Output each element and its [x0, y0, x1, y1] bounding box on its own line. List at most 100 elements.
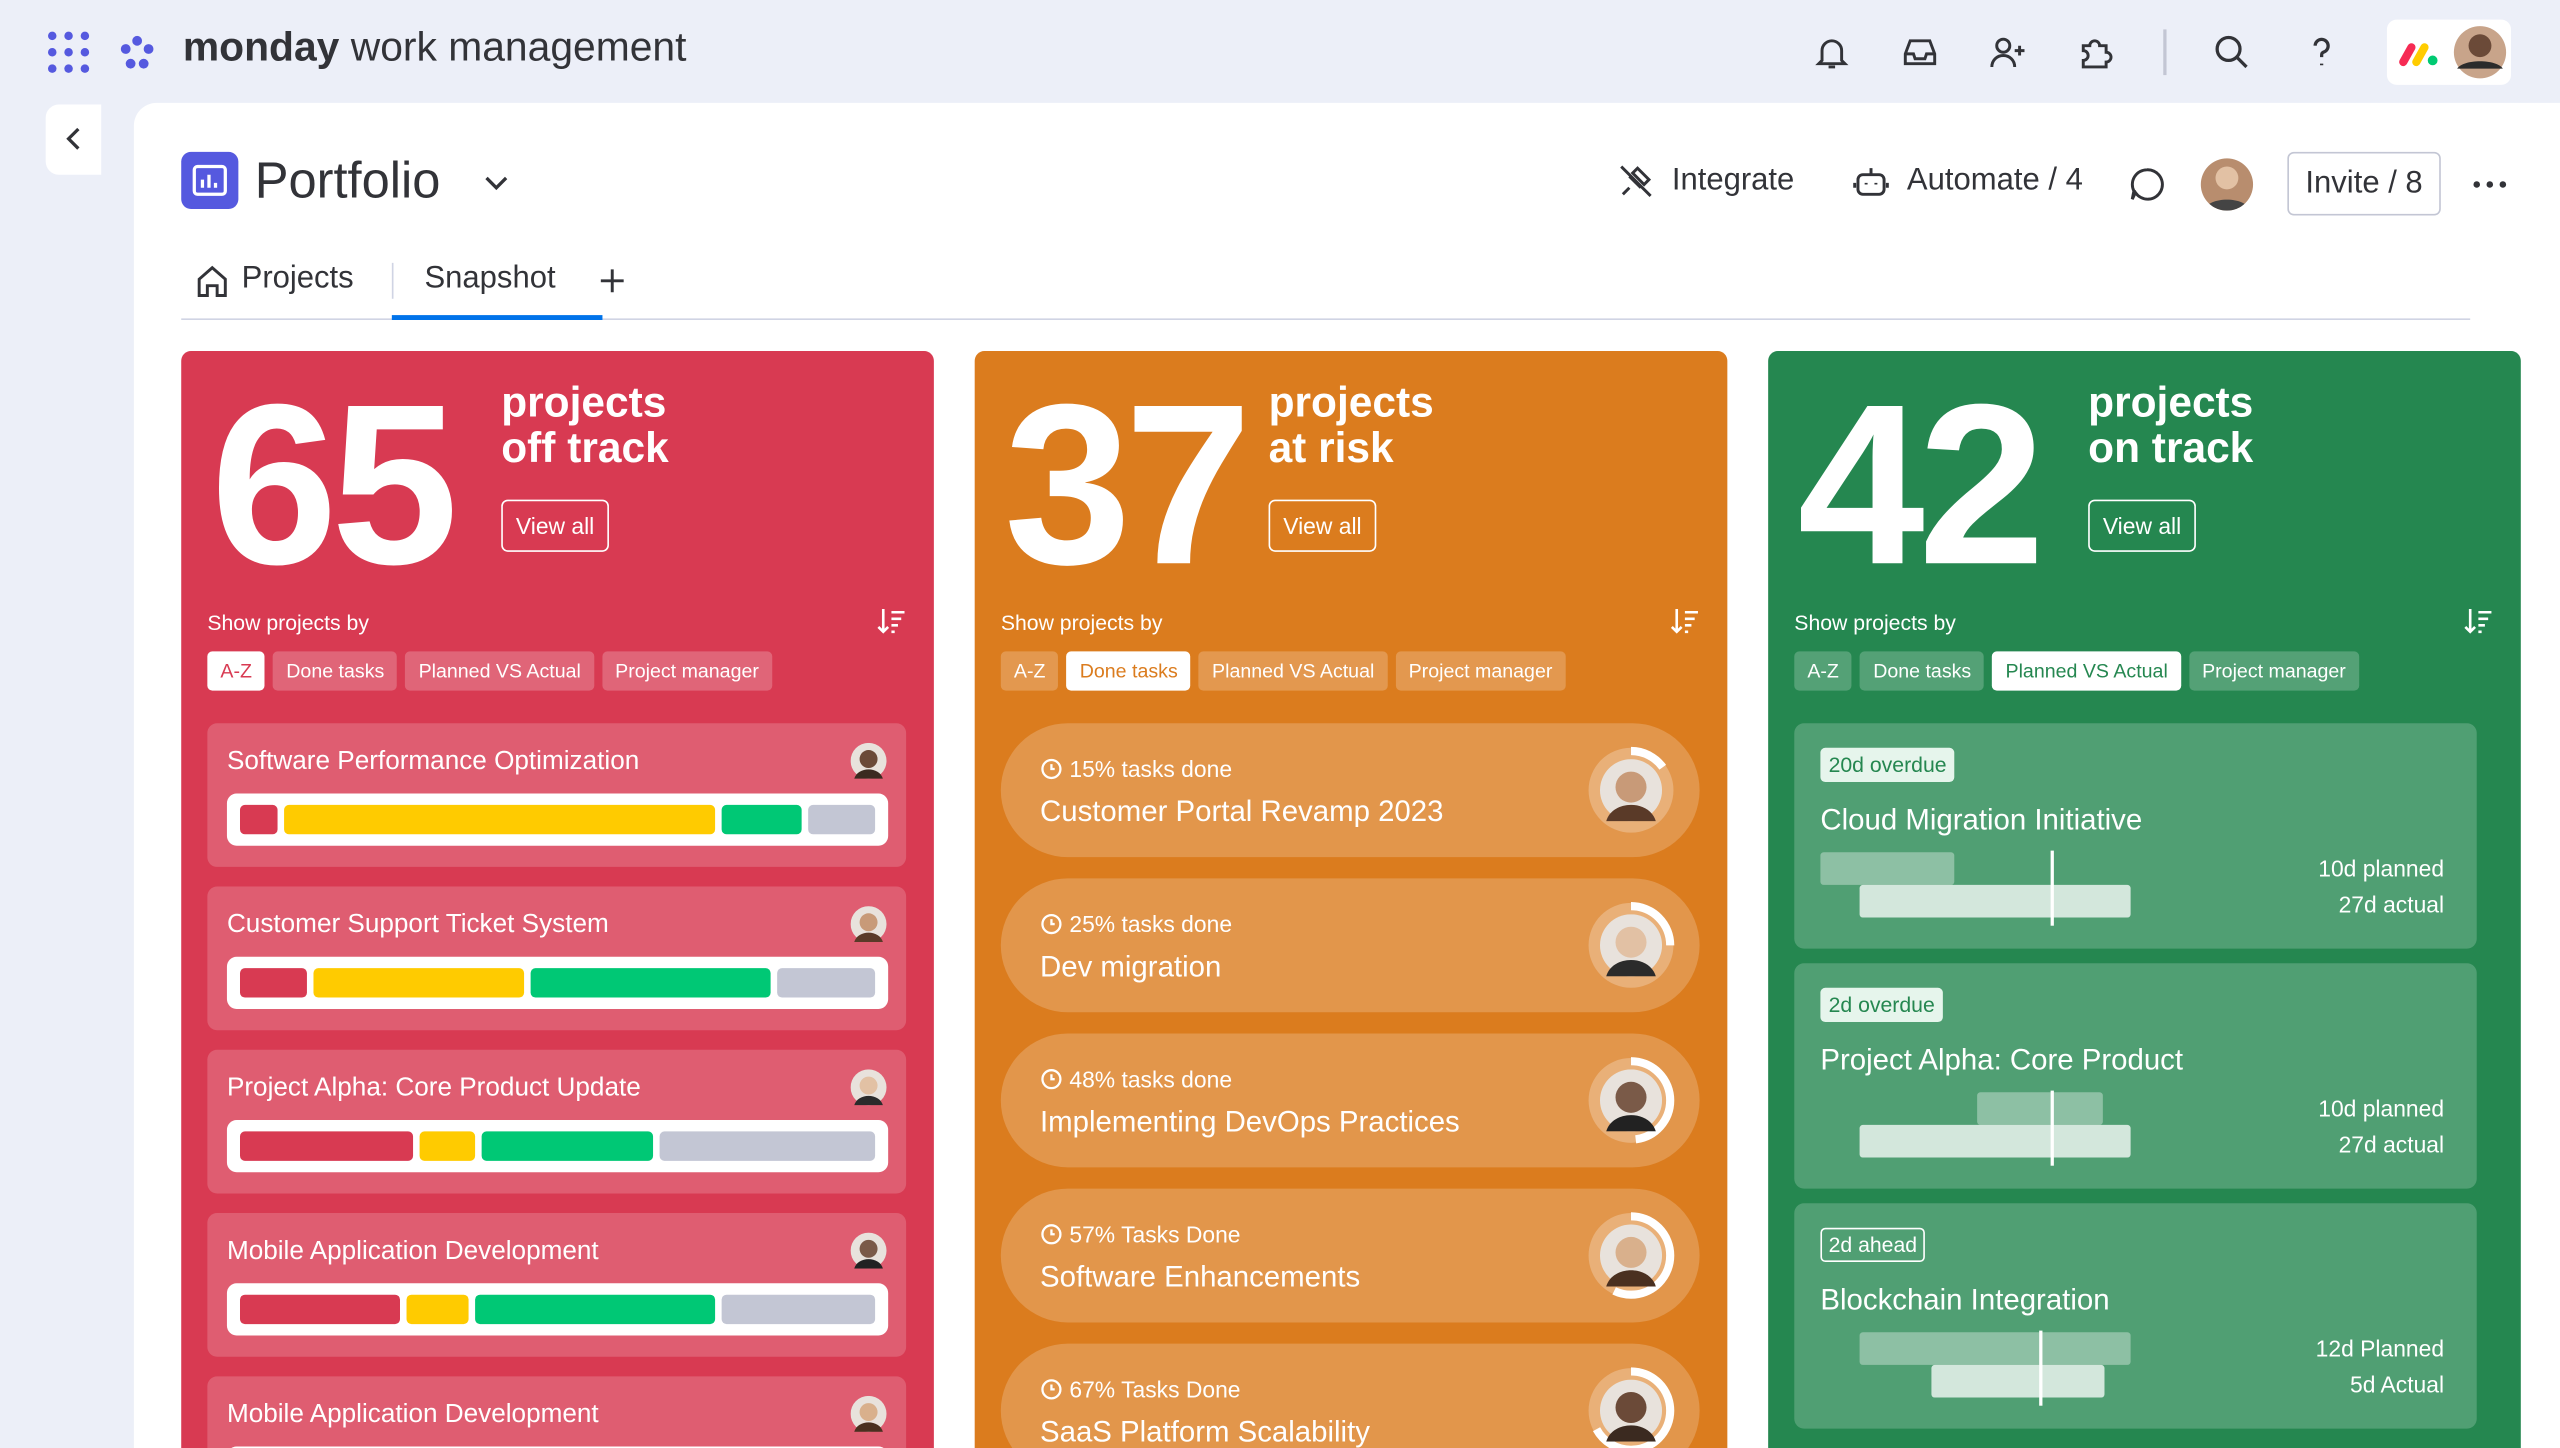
avatar-face — [859, 1403, 878, 1422]
project-card[interactable]: 25% tasks done Dev migration — [1000, 878, 1700, 1013]
count-label: projects — [501, 377, 667, 427]
invite-members[interactable] — [1989, 33, 2028, 72]
project-card[interactable]: 2d overdue Project Alpha: Core Product 10d… — [1794, 963, 2477, 1189]
show-by-label: Show projects by — [1794, 610, 1956, 636]
avatar — [850, 1232, 887, 1269]
progress-text: 48% tasks done — [1040, 1066, 1232, 1092]
view-all-button[interactable]: View all — [1268, 499, 1377, 552]
account-menu[interactable] — [2386, 19, 2512, 85]
project-count: 42 — [1797, 355, 2046, 613]
ring-progress — [1587, 1367, 1675, 1448]
view-tab[interactable]: Snapshot — [424, 261, 556, 296]
actual-bar — [1859, 884, 2131, 918]
project-count: 37 — [1004, 355, 1252, 613]
avatar-body — [854, 1095, 883, 1106]
sort-icon — [1670, 608, 1698, 634]
filter-chip[interactable]: A-Z — [1000, 651, 1059, 691]
avatar — [850, 1069, 887, 1106]
project-card[interactable]: Project Alpha: Core Product Update — [207, 1049, 907, 1194]
filter-chip[interactable]: Planned VS Actual — [405, 651, 594, 691]
project-card[interactable]: Customer Support Ticket System — [207, 886, 907, 1031]
owner-avatar[interactable] — [2200, 158, 2254, 211]
project-name: Dev migration — [1039, 950, 1222, 983]
count-label: projects — [2088, 377, 2254, 427]
filter-chip[interactable]: A-Z — [207, 651, 266, 691]
more-menu[interactable] — [2469, 163, 2511, 205]
project-card[interactable]: Mobile Application Development — [207, 1213, 907, 1357]
avatar-face — [859, 750, 878, 768]
progress-segment — [480, 1131, 654, 1161]
clock-face — [1041, 1379, 1062, 1400]
status-badge: 20d overdue — [1820, 747, 1955, 783]
filter-chip[interactable]: Done tasks — [1860, 651, 1985, 691]
progress-segment — [239, 968, 308, 998]
project-name: Project Alpha: Core Product Update — [226, 1074, 641, 1103]
project-card[interactable]: 2d ahead Blockchain Integration 12d Planne… — [1794, 1203, 2477, 1429]
filter-chip[interactable]: Planned VS Actual — [1198, 651, 1388, 691]
clock-icon — [1041, 758, 1062, 780]
board-menu[interactable] — [480, 167, 513, 200]
filter-chip[interactable]: Project manager — [1395, 651, 1566, 691]
project-card[interactable]: 67% Tasks Done SaaS Platform Scalability … — [1000, 1343, 1700, 1448]
avatar-face — [1615, 771, 1647, 803]
filter-chip[interactable]: A-Z — [1794, 651, 1852, 691]
avatar-body — [1606, 1115, 1656, 1132]
inbox[interactable] — [1900, 33, 1939, 72]
updates[interactable] — [2127, 165, 2166, 204]
project-card[interactable]: 57% Tasks Done Software Enhancements — [1000, 1188, 1700, 1323]
progress-bar — [226, 793, 889, 846]
project-name: Mobile Application Development — [226, 1237, 599, 1266]
help[interactable] — [2302, 33, 2341, 72]
clock-icon — [1041, 913, 1062, 935]
filter-chip[interactable]: Planned VS Actual — [1992, 651, 2181, 691]
brand: monday work management — [183, 24, 687, 71]
progress-label: 57% Tasks Done — [1069, 1221, 1241, 1248]
progress-text: 57% Tasks Done — [1040, 1221, 1241, 1247]
integrations[interactable] — [2075, 33, 2114, 72]
integrate-button[interactable]: Integrate — [1616, 162, 1794, 201]
avatar — [1599, 1379, 1663, 1442]
invite-button[interactable]: Invite / 8 — [2287, 151, 2441, 216]
filter-chip[interactable]: Project manager — [2189, 651, 2359, 691]
progress-segment — [807, 804, 876, 835]
filter-chip[interactable]: Project manager — [602, 651, 772, 691]
avatar — [1599, 759, 1663, 822]
clock-icon — [1041, 1224, 1062, 1245]
project-card[interactable]: 20d overdue Cloud Migration Initiative 10d… — [1794, 723, 2477, 949]
project-card[interactable]: 15% tasks done Customer Portal Revamp 202… — [1000, 723, 1700, 858]
sort-button[interactable] — [2464, 606, 2493, 635]
notifications[interactable] — [1812, 33, 1851, 72]
planned-label: 10d planned — [2318, 1095, 2445, 1122]
sort-button[interactable] — [1670, 606, 1699, 635]
project-card[interactable]: Mobile Application Development — [207, 1376, 907, 1448]
progress-label: 48% tasks done — [1069, 1066, 1233, 1093]
add-view[interactable] — [596, 264, 629, 297]
progress-segment — [776, 968, 876, 998]
view-all-button[interactable]: View all — [501, 499, 609, 552]
collapse-sidebar[interactable] — [45, 104, 102, 175]
project-card[interactable]: Software Performance Optimization — [207, 723, 907, 867]
sort-button[interactable] — [877, 606, 906, 635]
project-name: SaaS Platform Scalability Improvements — [1039, 1415, 1370, 1448]
avatar-body — [1606, 1425, 1656, 1442]
view-all-button[interactable]: View all — [2088, 499, 2196, 552]
avatar-face — [859, 913, 878, 932]
filter-group: A-Z Done tasks Planned VS Actual Project ma… — [1000, 651, 1566, 691]
progress-segment — [474, 1294, 715, 1325]
filter-chip[interactable]: Done tasks — [273, 651, 398, 691]
apps-grid[interactable] — [46, 29, 92, 75]
avatar-body — [854, 1259, 883, 1269]
filter-chip[interactable]: Done tasks — [1066, 651, 1191, 691]
progress-text: 15% tasks done — [1040, 756, 1232, 782]
view-tab[interactable]: Projects — [241, 261, 354, 296]
automate-button[interactable]: Automate / 4 — [1851, 162, 2083, 201]
project-count: 65 — [210, 355, 459, 613]
progress-segment — [720, 804, 801, 835]
search[interactable] — [2212, 33, 2251, 72]
show-by-label: Show projects by — [207, 610, 369, 636]
actual-bar — [1859, 1124, 2131, 1158]
project-card[interactable]: 48% tasks done Implementing DevOps Practi… — [1000, 1033, 1700, 1168]
progress-label: 67% Tasks Done — [1069, 1376, 1241, 1403]
board-title: Portfolio — [254, 151, 441, 209]
progress-segment — [530, 968, 771, 998]
